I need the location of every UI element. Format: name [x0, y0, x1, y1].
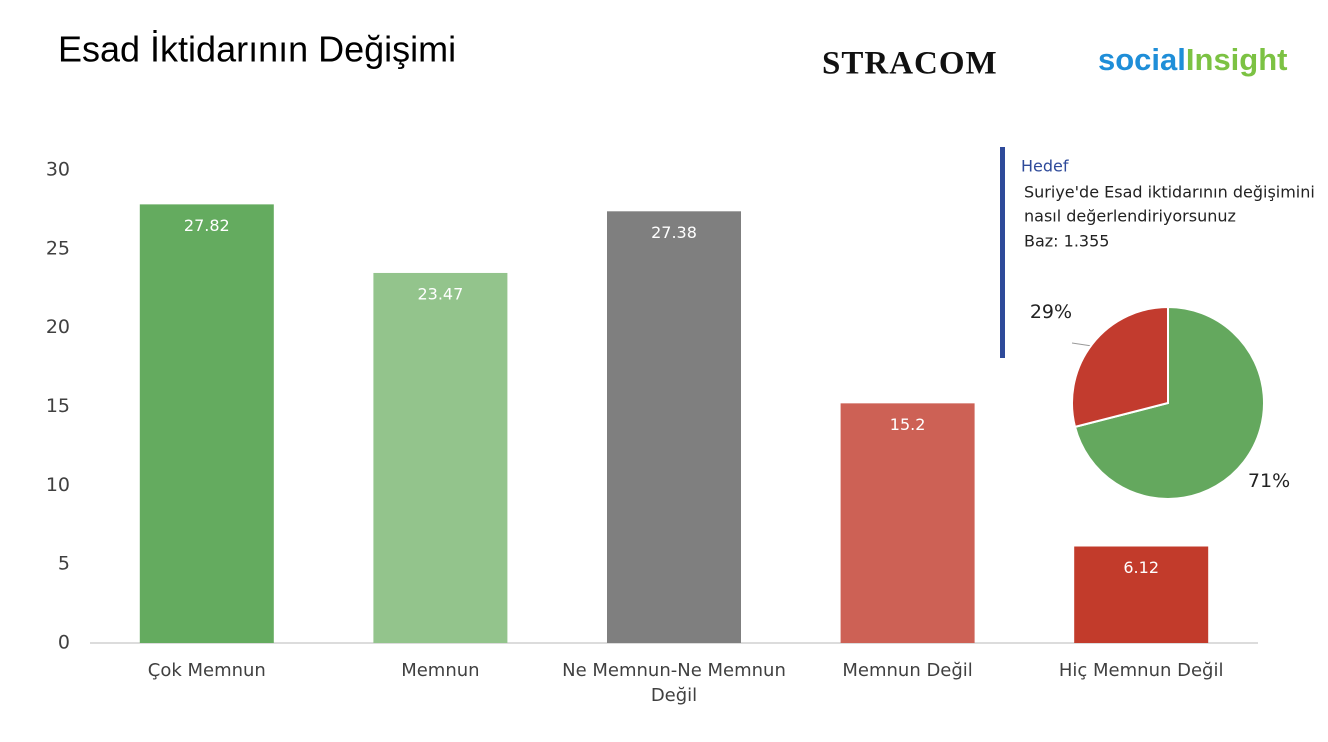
value-label: 15.2 — [890, 415, 926, 434]
logo-stracom: STRACOM — [822, 46, 998, 82]
x-tick-label: Memnun Değil — [842, 660, 973, 681]
y-tick-label: 20 — [46, 316, 70, 338]
value-label: 23.47 — [417, 284, 463, 303]
logo-socialinsight: socialInsight — [1098, 42, 1288, 77]
page-title: Esad İktidarının Değişimi — [58, 29, 456, 70]
pie-label: 71% — [1248, 470, 1290, 492]
y-tick-label: 0 — [58, 632, 70, 654]
annotation-bar — [1000, 147, 1005, 358]
pie-subtitle: Suriye'de Esad iktidarının değişimini — [1024, 183, 1315, 202]
x-tick-label: Ne Memnun-Ne Memnun Değil — [562, 660, 786, 706]
value-label: 6.12 — [1123, 558, 1159, 577]
bar — [373, 272, 508, 643]
pie-slice — [1071, 305, 1169, 429]
y-tick-label: 5 — [58, 553, 70, 575]
x-tick-label: Çok Memnun — [147, 660, 266, 681]
pie-title: Hedef — [1021, 157, 1069, 176]
y-tick-label: 10 — [46, 474, 70, 496]
bar — [840, 403, 975, 643]
bar — [607, 211, 741, 644]
pie-slice — [1073, 305, 1265, 500]
value-label: 27.38 — [651, 223, 697, 242]
logo-social: social — [1098, 42, 1186, 77]
bar — [139, 204, 274, 643]
pie-note: Baz: 1.355 — [1024, 232, 1109, 251]
y-tick-label: 15 — [46, 395, 70, 417]
logo-insight: Insight — [1186, 42, 1288, 77]
y-tick-label: 30 — [46, 159, 70, 181]
value-label: 27.82 — [184, 216, 230, 235]
x-tick-label: Hiç Memnun Değil — [1058, 660, 1224, 681]
bar — [1074, 546, 1209, 643]
pie-subtitle: nasıl değerlendiriyorsunuz — [1024, 207, 1236, 226]
pie-leader — [1071, 342, 1093, 347]
y-tick-label: 25 — [46, 237, 70, 259]
x-tick-label: Memnun — [401, 660, 480, 681]
pie-label: 29% — [1030, 301, 1072, 323]
